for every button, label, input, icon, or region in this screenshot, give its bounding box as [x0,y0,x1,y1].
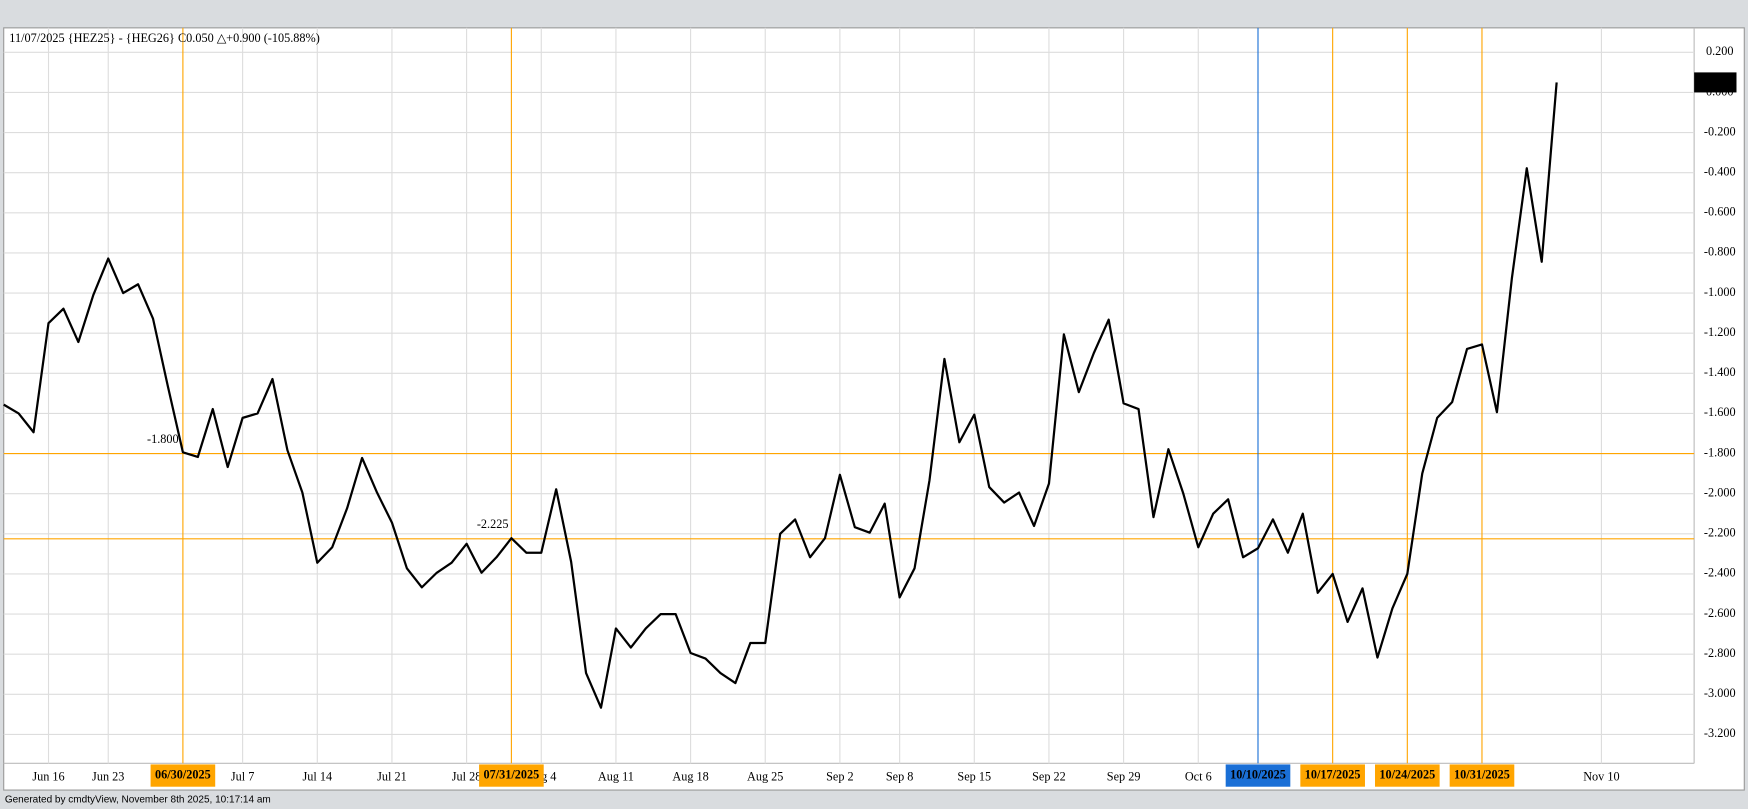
x-tick-label: Oct 6 [1185,770,1212,784]
marker-box [1225,764,1291,787]
marker-label: 10/31/2025 [1454,767,1510,781]
x-tick-label: Jul 14 [302,770,332,784]
x-tick-label: Sep 8 [886,770,914,784]
chart-frame [3,27,1745,791]
price-line [3,82,1558,709]
y-tick-label: -2.200 [1704,526,1736,540]
y-tick-label: -1.200 [1704,325,1736,339]
x-tick-label: Jun 23 [92,770,124,784]
y-tick-label: -2.600 [1704,606,1736,620]
y-tick-label: -2.400 [1704,566,1736,580]
x-tick-label: Aug 18 [672,770,708,784]
marker-box [1449,764,1515,787]
x-tick-label: Aug 11 [598,770,634,784]
y-tick-label: -1.800 [1704,445,1736,459]
y-tick-label: -0.400 [1704,165,1736,179]
y-tick-label: -0.800 [1704,245,1736,259]
x-tick-label: Sep 22 [1032,770,1066,784]
y-tick-label: -2.000 [1704,485,1736,499]
x-tick-label: Sep 2 [826,770,854,784]
marker-label: 06/30/2025 [155,767,211,781]
y-tick-label: -1.000 [1704,285,1736,299]
x-tick-label: Sep 15 [957,770,991,784]
x-tick-label: Jul 28 [452,770,482,784]
last-value-box [1694,72,1737,93]
last-value-label: 0.050 [1702,74,1730,88]
marker-label: 10/10/2025 [1230,767,1286,781]
x-tick-label: Jul 7 [231,770,254,784]
marker-box [479,764,544,787]
marker-box [1375,764,1440,787]
y-tick-label: -0.600 [1704,205,1736,219]
plot: -1.800 -2.225 [3,27,1695,764]
y-tick-label: -1.400 [1704,365,1736,379]
chart-title: 11/07/2025 {HEZ25} - {HEG26} C0.050 △+0.… [9,31,320,45]
y-tick-label: -3.000 [1704,686,1736,700]
marker-box [150,764,216,787]
y-tick-label: 0.200 [1706,44,1734,58]
marker-label: 07/31/2025 [483,767,539,781]
footer: Generated by cmdtyView, November 8th 202… [5,795,271,806]
y-tick-label: -0.200 [1704,124,1736,138]
marker-label: 10/17/2025 [1305,767,1361,781]
y-tick-label: -3.200 [1704,726,1736,740]
marker-label: 10/24/2025 [1379,767,1435,781]
x-tick-label: Aug 25 [747,770,783,784]
x-tick-label: Jul 21 [377,770,407,784]
y-tick-label: -1.600 [1704,405,1736,419]
y-tick-label: -2.800 [1704,646,1736,660]
x-tick-label: Nov 10 [1583,770,1619,784]
reference-label: -2.225 [477,517,509,531]
reference-label: -1.800 [147,432,179,446]
x-tick-label: Sep 29 [1107,770,1141,784]
x-tick-label: Jun 16 [32,770,64,784]
marker-box [1300,764,1365,787]
